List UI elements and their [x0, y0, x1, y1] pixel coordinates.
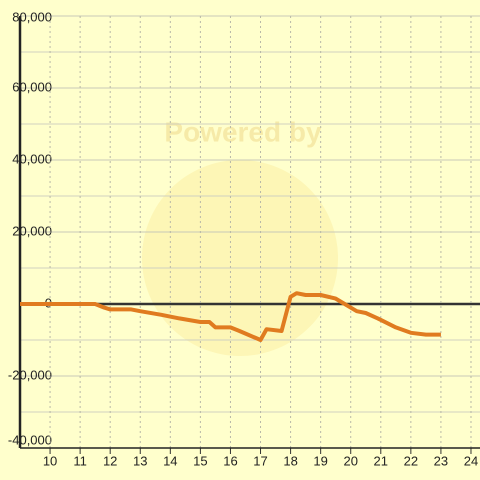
y-tick-label: -40,000 [8, 432, 52, 447]
x-tick-label: 22 [404, 453, 418, 468]
x-tick-label: 19 [313, 453, 327, 468]
y-tick-label: 80,000 [12, 9, 52, 24]
watermark: Powered by [164, 116, 322, 147]
x-tick-label: 18 [283, 453, 297, 468]
x-tick-label: 12 [103, 453, 117, 468]
x-tick-label: 10 [43, 453, 57, 468]
x-tick-label: 23 [434, 453, 448, 468]
y-tick-label: 60,000 [12, 79, 52, 94]
y-tick-label: 40,000 [12, 151, 52, 166]
x-tick-label: 16 [223, 453, 237, 468]
x-tick-label: 15 [193, 453, 207, 468]
x-tick-label: 17 [253, 453, 267, 468]
x-tick-label: 11 [73, 453, 87, 468]
x-tick-label: 20 [343, 453, 357, 468]
x-tick-label: 14 [163, 453, 177, 468]
x-tick-label: 21 [374, 453, 388, 468]
x-tick-label: 13 [133, 453, 147, 468]
y-tick-label: -20,000 [8, 367, 52, 382]
watermark-logo [142, 160, 338, 356]
line-series [20, 291, 441, 342]
x-tick-label: 24 [464, 453, 478, 468]
y-tick-label: 20,000 [12, 223, 52, 238]
